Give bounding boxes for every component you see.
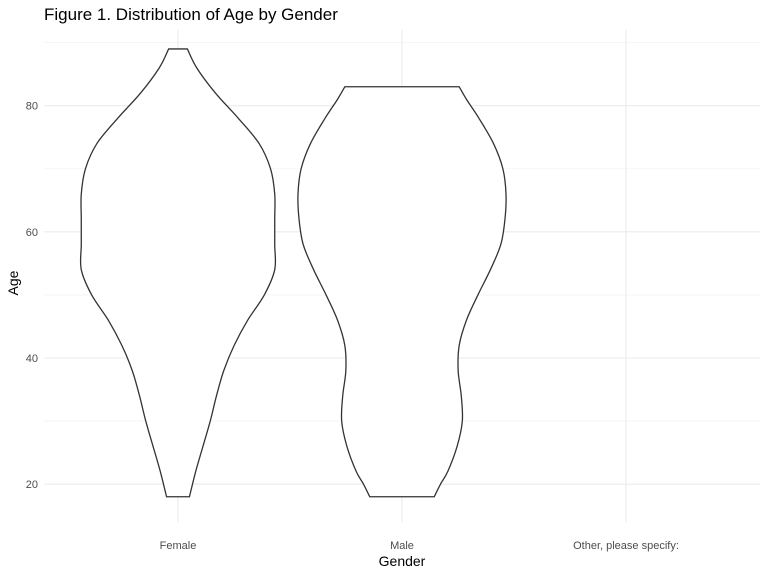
violins (79, 48, 507, 498)
x-axis-ticks: Female Male Other, please specify: (160, 540, 679, 552)
y-tick-label: 80 (26, 101, 38, 113)
x-tick-label: Female (160, 540, 197, 552)
x-tick-label: Other, please specify: (573, 540, 679, 552)
y-tick-label: 40 (26, 353, 38, 365)
x-axis-title: Gender (379, 553, 426, 569)
violin-female (79, 48, 277, 498)
chart-title: Figure 1. Distribution of Age by Gender (44, 5, 338, 24)
y-tick-label: 20 (26, 479, 38, 491)
y-tick-label: 60 (26, 227, 38, 239)
violin-male (297, 86, 507, 498)
y-axis-ticks: 20 40 60 80 (26, 101, 38, 491)
x-tick-label: Male (390, 540, 414, 552)
y-axis-title: Age (5, 270, 21, 295)
